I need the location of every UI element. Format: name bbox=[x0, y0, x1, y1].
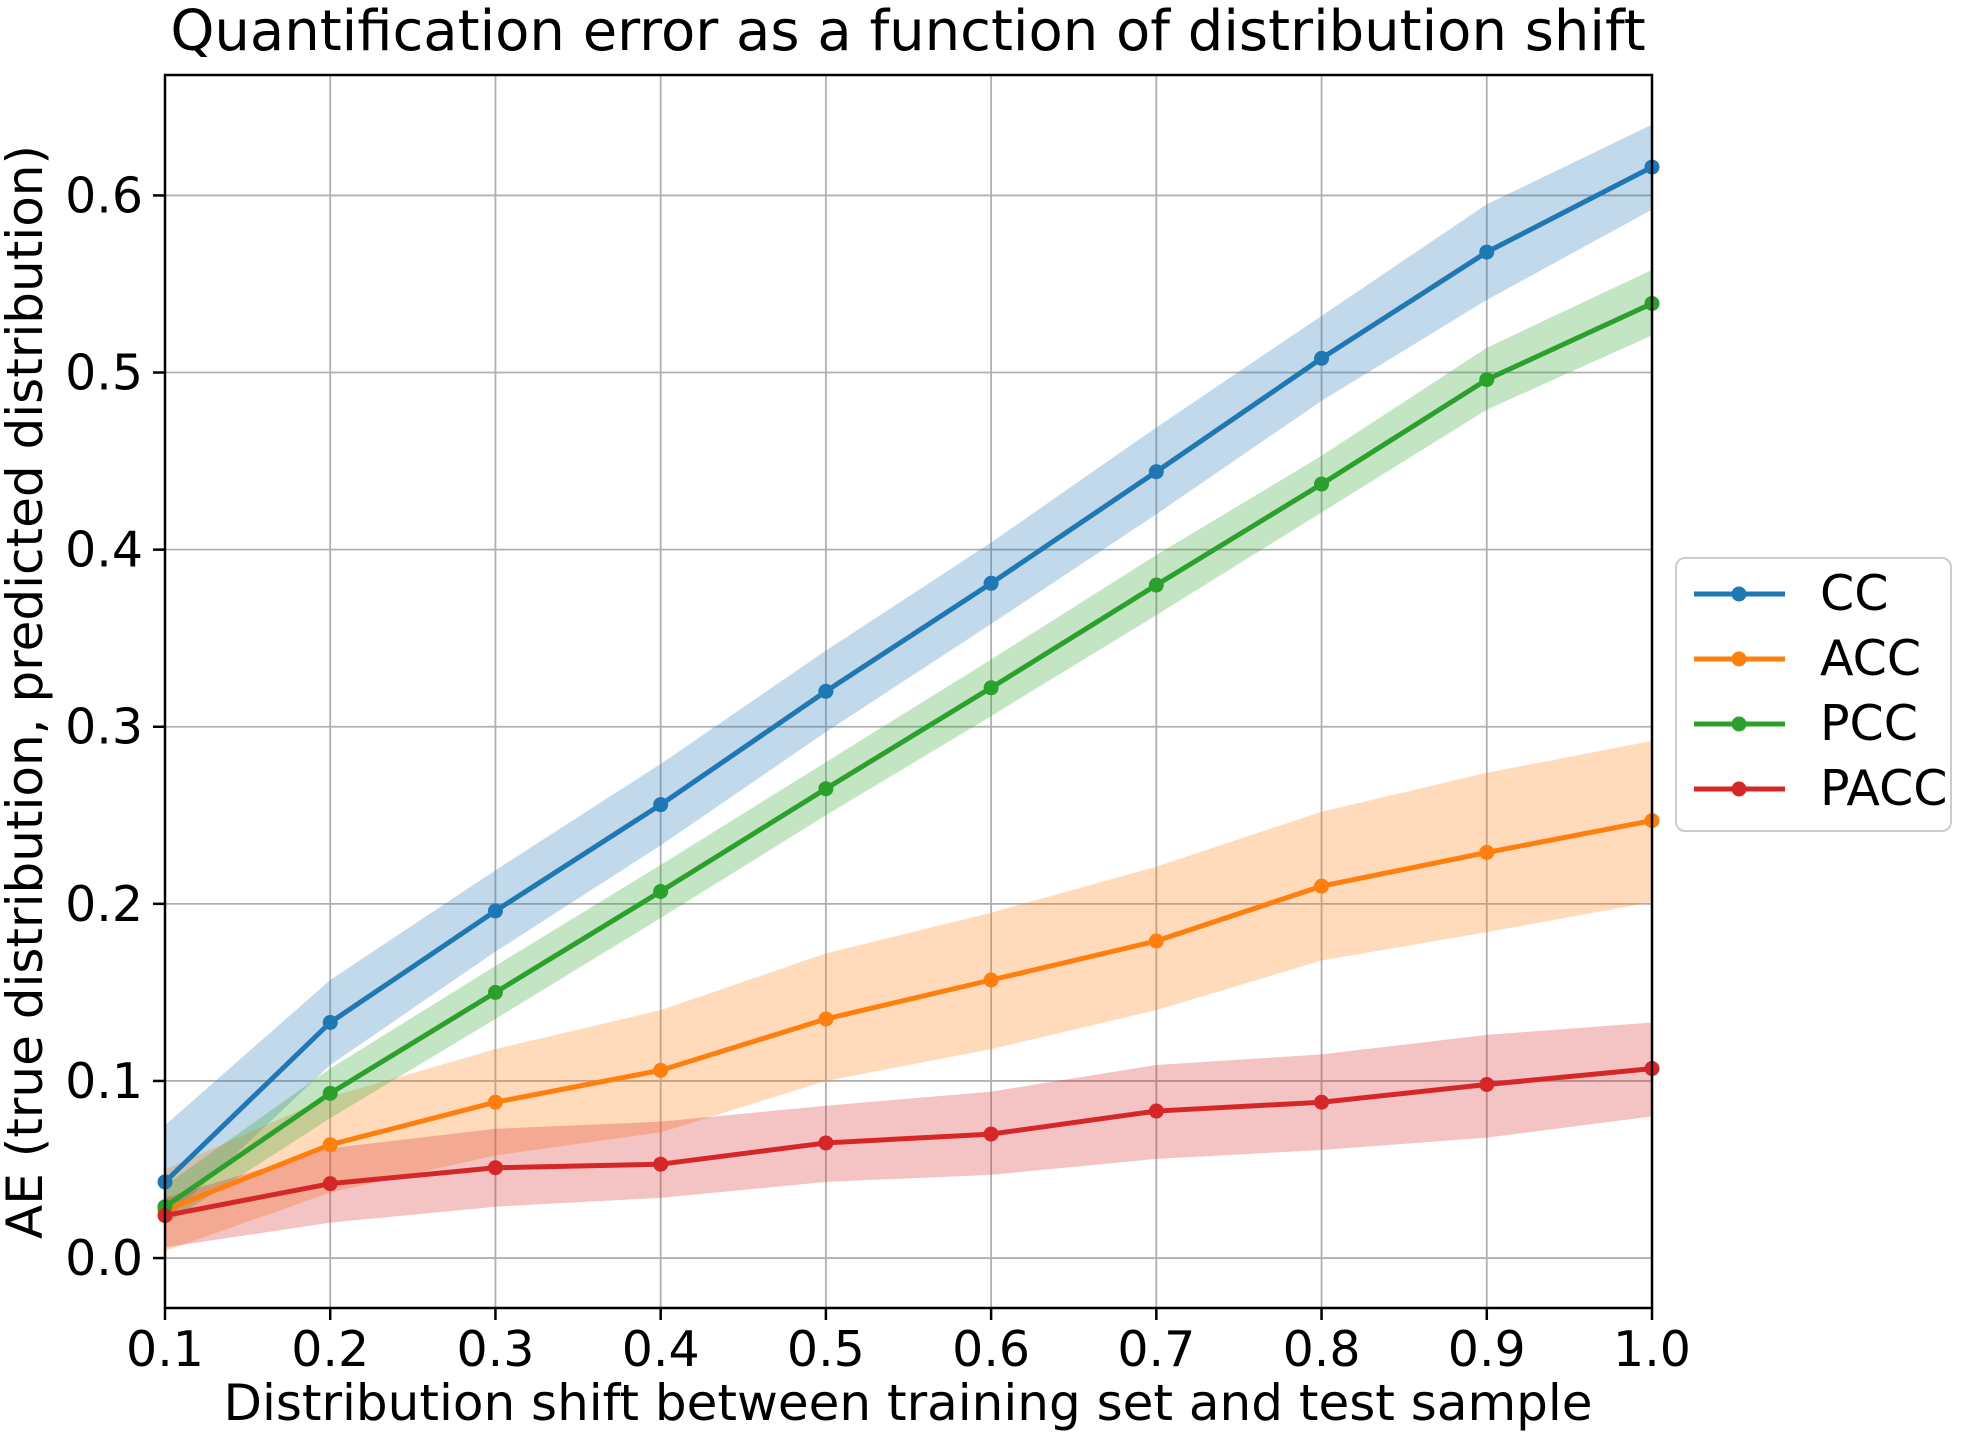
legend-label: PACC bbox=[1820, 760, 1948, 817]
marker-acc bbox=[653, 1062, 669, 1078]
marker-acc bbox=[487, 1094, 503, 1110]
marker-pcc bbox=[1314, 476, 1330, 492]
legend-line-sample bbox=[1694, 651, 1785, 666]
marker-pacc bbox=[818, 1135, 834, 1151]
marker-pcc bbox=[983, 680, 999, 696]
y-axis-label: AE (true distribution, predicted distrib… bbox=[0, 145, 54, 1239]
x-tick-label: 0.6 bbox=[952, 1321, 1030, 1378]
marker-pacc bbox=[1148, 1103, 1164, 1119]
marker-cc bbox=[322, 1015, 338, 1031]
axis-tick-labels: 0.1 0.2 0.3 0.4 0.5 0.6 0.7 0.8 0.9 1.0 0.0 0.1 0.2 0… bbox=[65, 167, 1691, 1378]
marker-pacc bbox=[1479, 1076, 1495, 1092]
band-acc bbox=[165, 740, 1652, 1251]
legend-label: CC bbox=[1820, 565, 1889, 622]
legend-entry-pacc: PACC bbox=[1677, 756, 1950, 821]
y-tick-label: 0.1 bbox=[65, 1053, 143, 1110]
chart-title: Quantification error as a function of di… bbox=[170, 0, 1645, 64]
marker-pacc bbox=[653, 1156, 669, 1172]
marker-acc bbox=[983, 972, 999, 988]
line-acc bbox=[162, 818, 1655, 1213]
x-axis-label: Distribution shift between training set … bbox=[223, 1374, 1592, 1432]
plot-border bbox=[163, 73, 1654, 1310]
legend-entry-cc: CC bbox=[1677, 561, 1950, 626]
legend-marker bbox=[1731, 716, 1747, 731]
axes-spines bbox=[163, 73, 1654, 1310]
series-pacc bbox=[157, 1061, 1660, 1224]
marker-pcc bbox=[818, 781, 834, 797]
marker-pcc bbox=[1148, 577, 1164, 593]
legend-marker bbox=[1731, 586, 1747, 601]
legend-line-sample bbox=[1694, 781, 1785, 796]
legend-label: ACC bbox=[1820, 630, 1922, 687]
legend-entry-pcc: PCC bbox=[1677, 691, 1950, 756]
marker-acc bbox=[1479, 844, 1495, 860]
legend-line-sample bbox=[1694, 716, 1785, 731]
line-pcc bbox=[162, 300, 1655, 1210]
legend-line-sample bbox=[1694, 586, 1785, 601]
marker-pacc bbox=[487, 1160, 503, 1176]
y-tick-label: 0.5 bbox=[65, 345, 143, 402]
marker-pcc bbox=[322, 1085, 338, 1101]
marker-cc bbox=[1314, 350, 1330, 366]
marker-cc bbox=[487, 903, 503, 919]
x-tick-label: 0.5 bbox=[787, 1321, 865, 1378]
marker-cc bbox=[818, 683, 834, 699]
marker-cc bbox=[653, 797, 669, 813]
x-tick-label: 1.0 bbox=[1613, 1321, 1691, 1378]
line-cc bbox=[162, 164, 1655, 1185]
x-tick-label: 0.7 bbox=[1117, 1321, 1195, 1378]
axis-ticks bbox=[153, 194, 1654, 1320]
legend-label: PCC bbox=[1820, 695, 1918, 752]
y-tick-label: 0.6 bbox=[65, 167, 143, 224]
marker-cc bbox=[1479, 244, 1495, 260]
marker-pcc bbox=[1479, 372, 1495, 388]
y-tick-label: 0.3 bbox=[65, 699, 143, 756]
marker-pcc bbox=[487, 984, 503, 1000]
marker-cc bbox=[1148, 464, 1164, 480]
y-tick-label: 0.2 bbox=[65, 876, 143, 933]
marker-acc bbox=[1314, 878, 1330, 894]
marker-acc bbox=[322, 1137, 338, 1153]
band-cc bbox=[165, 124, 1652, 1221]
marker-cc bbox=[983, 575, 999, 591]
x-tick-label: 0.4 bbox=[622, 1321, 700, 1378]
confidence-bands bbox=[165, 124, 1652, 1251]
marker-pcc bbox=[653, 883, 669, 899]
x-tick-label: 0.3 bbox=[456, 1321, 534, 1378]
band-pacc bbox=[165, 1022, 1652, 1248]
line-pacc bbox=[162, 1066, 1655, 1219]
marker-acc bbox=[1148, 933, 1164, 949]
legend-entry-acc: ACC bbox=[1677, 626, 1950, 691]
series-pcc bbox=[157, 295, 1660, 1215]
legend-marker bbox=[1731, 651, 1747, 666]
x-tick-label: 0.2 bbox=[291, 1321, 369, 1378]
x-tick-label: 0.1 bbox=[126, 1321, 204, 1378]
marker-pacc bbox=[1314, 1094, 1330, 1110]
y-tick-label: 0.0 bbox=[65, 1230, 143, 1287]
x-tick-label: 0.8 bbox=[1283, 1321, 1361, 1378]
marker-pacc bbox=[983, 1126, 999, 1142]
x-tick-label: 0.9 bbox=[1448, 1321, 1526, 1378]
y-tick-label: 0.4 bbox=[65, 522, 143, 579]
legend-box: CC ACC PCC PACC bbox=[1675, 557, 1952, 832]
data-lines bbox=[157, 159, 1660, 1224]
marker-acc bbox=[818, 1011, 834, 1027]
marker-pacc bbox=[322, 1176, 338, 1192]
legend-marker bbox=[1731, 781, 1747, 796]
